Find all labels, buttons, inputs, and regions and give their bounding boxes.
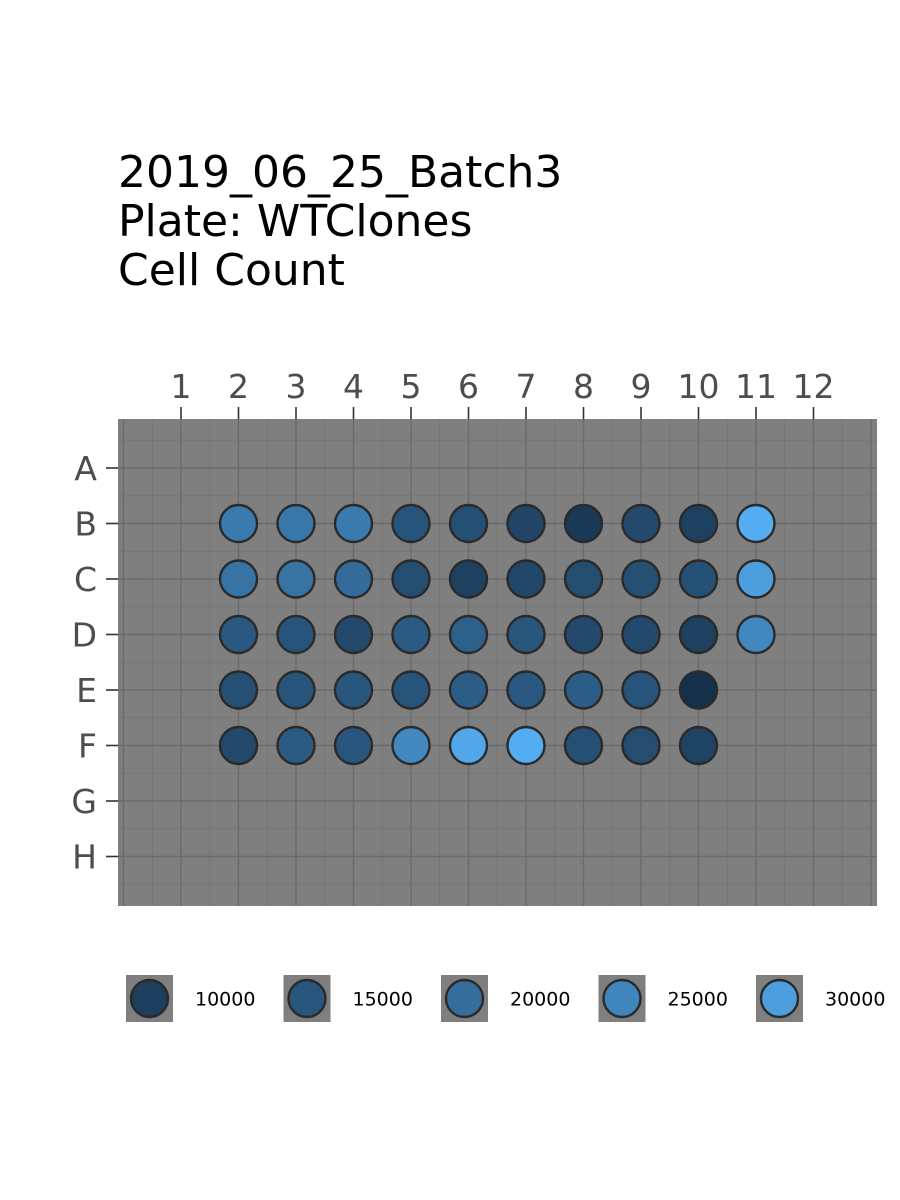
- chart-title-line-1: 2019_06_25_Batch3: [118, 147, 563, 198]
- x-tick-label: 4: [343, 367, 364, 406]
- well-point: [218, 503, 259, 544]
- well-point: [621, 503, 661, 544]
- well-point: [678, 614, 719, 655]
- well-point: [678, 503, 719, 544]
- well-point: [333, 503, 374, 544]
- legend-label: 15000: [353, 989, 413, 1011]
- well-point: [448, 503, 489, 544]
- x-tick-label: 5: [401, 367, 422, 406]
- well-point: [391, 614, 431, 655]
- well-point: [621, 559, 661, 599]
- well-point: [333, 725, 374, 766]
- well-point: [736, 614, 776, 655]
- well-point: [333, 559, 374, 599]
- x-tick-label: 10: [678, 367, 720, 406]
- well-point: [218, 670, 259, 710]
- well-point: [391, 725, 431, 766]
- well-point: [333, 614, 374, 655]
- x-tick-label: 2: [228, 367, 249, 406]
- well-point: [276, 503, 316, 544]
- well-point: [506, 725, 546, 766]
- legend-label: 30000: [825, 989, 885, 1011]
- y-tick-label: E: [76, 671, 97, 710]
- well-point: [391, 559, 431, 599]
- well-point: [621, 670, 661, 710]
- x-tick-label: 8: [573, 367, 594, 406]
- legend-label: 10000: [195, 989, 255, 1011]
- x-tick-label: 7: [516, 367, 537, 406]
- well-point: [621, 614, 661, 655]
- well-point: [563, 503, 604, 544]
- x-tick-label: 3: [286, 367, 307, 406]
- well-point: [621, 725, 661, 766]
- well-point: [448, 670, 489, 710]
- well-point: [506, 503, 546, 544]
- well-point: [448, 725, 489, 766]
- well-point: [276, 559, 316, 599]
- legend-label: 25000: [668, 989, 728, 1011]
- x-tick-label: 11: [735, 367, 777, 406]
- well-point: [563, 559, 604, 599]
- well-point: [678, 725, 719, 766]
- legend-key-symbol: [444, 978, 485, 1019]
- y-tick-label: D: [72, 616, 97, 655]
- well-point: [506, 614, 546, 655]
- well-point: [391, 670, 431, 710]
- well-point: [678, 670, 719, 710]
- wells: [218, 503, 776, 766]
- well-point: [506, 670, 546, 710]
- well-point: [448, 614, 489, 655]
- legend: 10000 15000 20000 25000 30000: [126, 975, 885, 1022]
- legend-key-symbol: [287, 978, 327, 1019]
- y-tick-label: A: [74, 449, 97, 488]
- well-point: [276, 725, 316, 766]
- well-point: [391, 503, 431, 544]
- y-tick-label: F: [78, 727, 97, 766]
- y-tick-label: G: [71, 782, 97, 821]
- well-point: [276, 614, 316, 655]
- x-axis: 1 2 3 4 5 6 7 8 9 10 11 12: [171, 367, 835, 419]
- well-point: [448, 559, 489, 599]
- x-tick-label: 1: [171, 367, 192, 406]
- x-tick-label: 9: [631, 367, 652, 406]
- well-point: [563, 614, 604, 655]
- well-point: [563, 725, 604, 766]
- well-point: [563, 670, 604, 710]
- well-point: [276, 670, 316, 710]
- well-point: [333, 670, 374, 710]
- legend-key-symbol: [759, 978, 800, 1019]
- chart-title: 2019_06_25_Batch3 Plate: WTClones Cell C…: [118, 148, 562, 295]
- x-tick-label: 6: [458, 367, 479, 406]
- y-tick-label: H: [72, 838, 97, 877]
- well-point: [218, 559, 259, 599]
- x-tick-label: 12: [793, 367, 835, 406]
- well-point: [736, 559, 776, 599]
- y-tick-label: B: [74, 505, 97, 544]
- well-point: [506, 559, 546, 599]
- legend-label: 20000: [510, 989, 570, 1011]
- well-point: [218, 725, 259, 766]
- chart-title-line-3: Cell Count: [118, 245, 345, 296]
- well-point: [736, 503, 776, 544]
- y-tick-label: C: [74, 560, 97, 599]
- well-point: [678, 559, 719, 599]
- legend-key-symbol: [129, 978, 170, 1019]
- well-point: [218, 614, 259, 655]
- chart-title-line-2: Plate: WTClones: [118, 196, 473, 247]
- legend-key-symbol: [602, 978, 642, 1019]
